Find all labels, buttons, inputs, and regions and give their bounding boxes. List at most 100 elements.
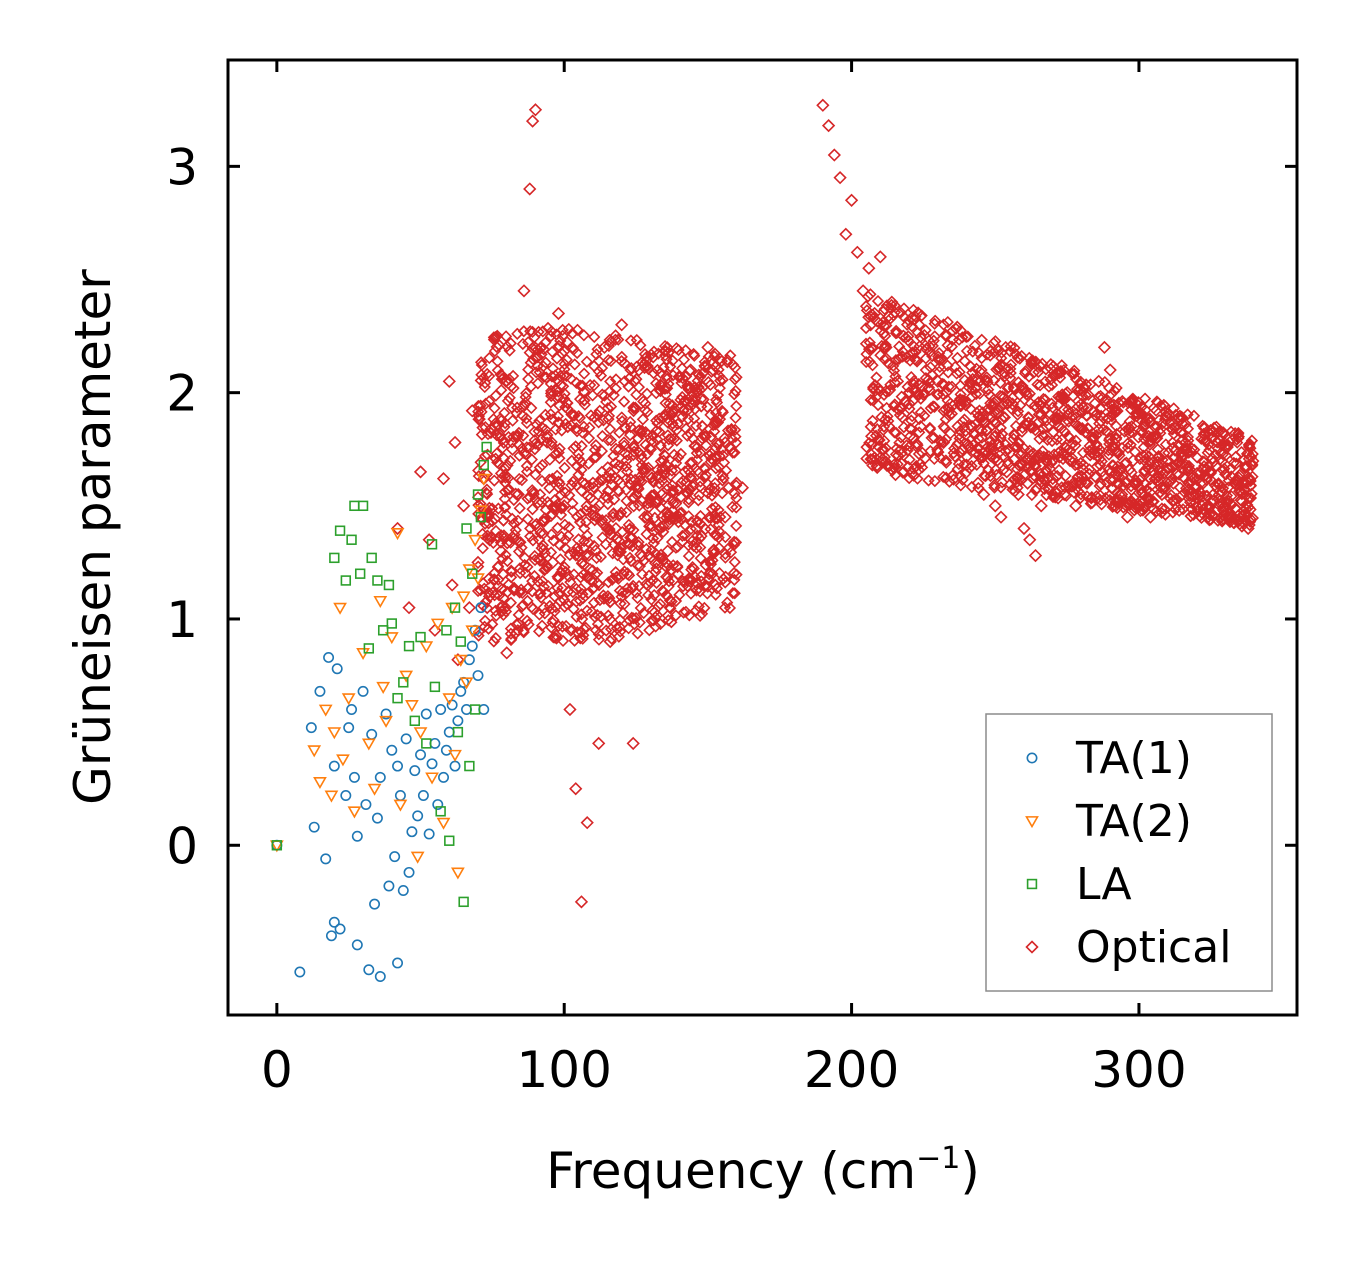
- optical-dense-point: [1143, 456, 1156, 469]
- optical-dense-point: [1064, 397, 1077, 410]
- optical-dense-point: [645, 593, 658, 606]
- optical-dense-point: [591, 608, 604, 622]
- optical-dense-point: [1182, 459, 1196, 472]
- optical-dense-point: [932, 387, 945, 401]
- optical-dense-point: [1050, 367, 1064, 380]
- optical-dense-point: [593, 593, 607, 607]
- optical-dense-point: [592, 628, 605, 641]
- data-point-optical: [1005, 397, 1020, 411]
- optical-dense-point: [537, 360, 550, 373]
- optical-dense-point: [594, 610, 608, 623]
- optical-dense-point: [728, 388, 741, 401]
- legend-frame: [985, 713, 1273, 992]
- optical-dense-point: [1148, 421, 1161, 434]
- optical-dense-point: [612, 473, 625, 487]
- data-point-ta-2-: [476, 473, 491, 486]
- data-point-optical: [1212, 487, 1227, 502]
- optical-dense-point: [1062, 430, 1075, 443]
- optical-dense-point: [1136, 426, 1149, 440]
- optical-dense-point: [698, 471, 711, 484]
- data-point-ta-2-: [459, 677, 474, 690]
- optical-dense-point: [918, 409, 931, 422]
- optical-dense-point: [591, 577, 604, 590]
- optical-dense-point: [919, 339, 932, 352]
- optical-dense-point: [511, 327, 524, 340]
- optical-dense-point: [580, 604, 594, 617]
- data-point-ta-1-: [432, 799, 444, 811]
- optical-dense-point: [511, 624, 524, 637]
- optical-dense-point: [662, 575, 676, 588]
- optical-dense-point: [561, 585, 575, 598]
- optical-dense-point: [1098, 469, 1111, 483]
- optical-dense-point: [1151, 455, 1164, 468]
- data-point-optical: [615, 318, 629, 332]
- optical-dense-point: [909, 310, 922, 323]
- optical-dense-point: [1090, 490, 1103, 503]
- optical-dense-point: [703, 566, 717, 579]
- data-point-optical: [908, 352, 922, 366]
- optical-dense-point: [1243, 439, 1256, 453]
- data-point-ta-1-: [305, 722, 317, 734]
- optical-dense-point: [511, 514, 525, 527]
- optical-dense-point: [719, 576, 732, 589]
- data-point-optical: [1000, 465, 1014, 479]
- optical-dense-point: [612, 630, 626, 643]
- legend-label-ta-2-: TA(2): [1075, 796, 1192, 847]
- optical-dense-point: [582, 549, 595, 562]
- optical-dense-point: [1232, 426, 1245, 440]
- optical-dense-point: [497, 532, 511, 545]
- data-point-optical: [931, 374, 945, 388]
- optical-dense-point: [1203, 443, 1216, 457]
- optical-dense-point: [694, 475, 707, 488]
- data-point-optical: [569, 782, 583, 796]
- optical-dense-point: [600, 522, 614, 536]
- optical-dense-point: [602, 609, 615, 622]
- optical-dense-point: [877, 327, 891, 340]
- optical-dense-point: [472, 629, 485, 642]
- data-point-optical: [531, 521, 545, 536]
- optical-dense-point: [604, 354, 618, 368]
- optical-dense-point: [570, 610, 583, 623]
- optical-dense-point: [504, 454, 517, 467]
- data-point-optical: [839, 227, 853, 241]
- optical-dense-point: [666, 354, 679, 367]
- optical-dense-point: [615, 506, 628, 519]
- optical-dense-point: [730, 501, 743, 514]
- optical-dense-point: [1033, 432, 1046, 446]
- optical-dense-point: [728, 487, 741, 500]
- optical-dense-point: [553, 442, 566, 455]
- optical-dense-point: [907, 462, 920, 475]
- optical-dense-point: [609, 382, 622, 395]
- optical-dense-point: [609, 521, 623, 535]
- optical-dense-point: [1225, 490, 1238, 503]
- optical-dense-point: [543, 498, 557, 511]
- data-point-ta-1-: [455, 685, 467, 697]
- optical-dense-point: [575, 608, 588, 621]
- data-point-la: [429, 681, 441, 693]
- optical-dense-point: [1055, 391, 1068, 405]
- optical-dense-point: [866, 382, 880, 396]
- data-point-ta-2-: [456, 591, 471, 604]
- optical-dense-point: [600, 395, 613, 409]
- optical-dense-point: [1120, 475, 1133, 488]
- data-point-ta-1-: [314, 685, 326, 697]
- optical-dense-point: [481, 448, 494, 461]
- data-point-ta-2-: [333, 602, 347, 615]
- data-point-ta-2-: [448, 749, 462, 762]
- data-point-ta-1-: [415, 749, 427, 761]
- optical-dense-point: [573, 594, 587, 607]
- optical-dense-point: [587, 379, 601, 392]
- data-point-optical: [597, 340, 612, 355]
- optical-dense-point: [1004, 358, 1018, 371]
- optical-dense-point: [1088, 397, 1101, 410]
- optical-dense-point: [1077, 463, 1090, 476]
- data-point-ta-2-: [307, 745, 322, 758]
- data-point-optical: [1120, 510, 1135, 524]
- optical-dense-point: [623, 372, 636, 385]
- optical-dense-point: [495, 372, 508, 386]
- data-point-optical: [577, 386, 591, 400]
- optical-dense-point: [950, 439, 964, 452]
- data-point-ta-1-: [323, 651, 335, 663]
- optical-dense-point: [549, 600, 562, 614]
- optical-dense-point: [632, 381, 646, 394]
